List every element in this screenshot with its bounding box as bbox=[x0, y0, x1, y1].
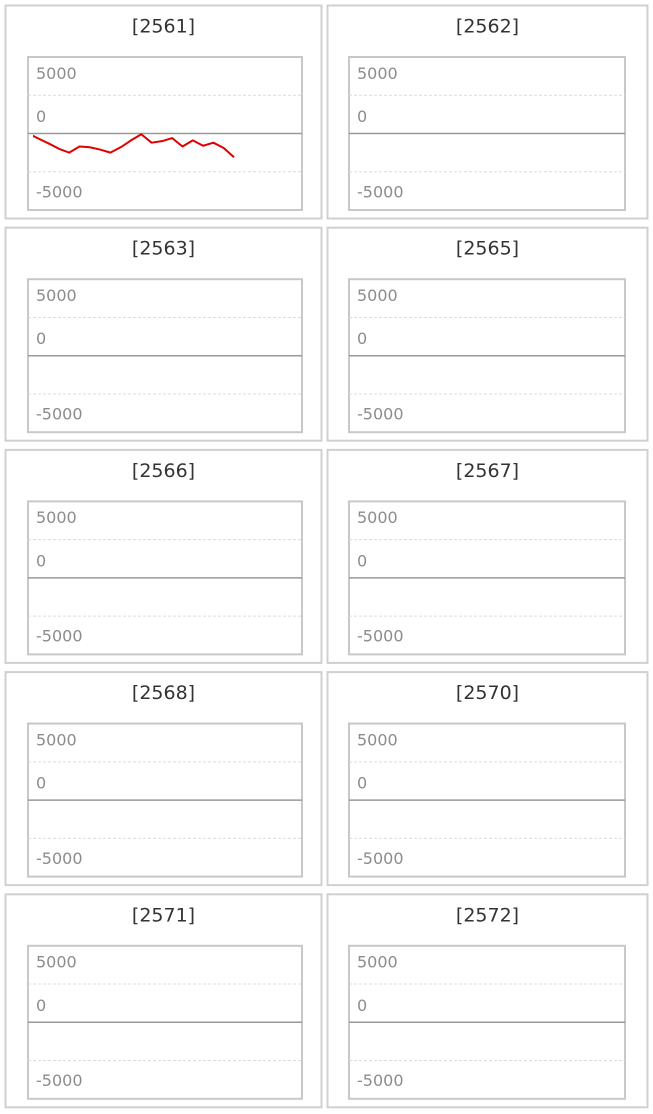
chart-panel: [2565] -5000 0 5000 bbox=[326, 226, 649, 442]
y-tick-label: 0 bbox=[36, 107, 46, 126]
y-tick-label: -5000 bbox=[36, 404, 83, 423]
chart-title: [2570] bbox=[456, 682, 519, 704]
y-tick-label: -5000 bbox=[36, 182, 83, 201]
chart-title: [2571] bbox=[132, 904, 195, 926]
chart-panel: [2571] -5000 0 5000 bbox=[4, 893, 323, 1109]
y-tick-label: -5000 bbox=[357, 1071, 404, 1090]
panel-border bbox=[4, 893, 323, 1109]
chart-title: [2562] bbox=[456, 16, 519, 38]
y-tick-label: 5000 bbox=[357, 64, 398, 83]
chart-panel: [2562] -5000 0 5000 bbox=[326, 4, 649, 220]
chart-panel: [2570] -5000 0 5000 bbox=[326, 671, 649, 887]
chart-title: [2567] bbox=[456, 460, 519, 482]
chart-title: [2563] bbox=[132, 238, 195, 260]
y-tick-label: -5000 bbox=[36, 1071, 83, 1090]
y-tick-label: 0 bbox=[36, 774, 46, 793]
chart-panel: [2566] -5000 0 5000 bbox=[4, 448, 323, 664]
chart-title: [2572] bbox=[456, 904, 519, 926]
y-tick-label: 5000 bbox=[36, 953, 77, 972]
panel-border bbox=[326, 893, 649, 1109]
y-tick-label: 5000 bbox=[36, 286, 77, 305]
chart-panel: [2567] -5000 0 5000 bbox=[326, 448, 649, 664]
y-tick-label: 5000 bbox=[357, 286, 398, 305]
panel-border bbox=[4, 448, 323, 664]
chart-panel: [2572] -5000 0 5000 bbox=[326, 893, 649, 1109]
panel-border bbox=[326, 448, 649, 664]
y-tick-label: 5000 bbox=[36, 508, 77, 527]
panel-border bbox=[4, 671, 323, 887]
chart-title: [2568] bbox=[132, 682, 195, 704]
series bbox=[33, 133, 235, 158]
y-tick-label: 5000 bbox=[36, 730, 77, 749]
y-tick-label: 0 bbox=[357, 107, 367, 126]
y-tick-label: 5000 bbox=[36, 64, 77, 83]
y-tick-label: -5000 bbox=[36, 627, 83, 646]
chart-title: [2565] bbox=[456, 238, 519, 260]
data-line bbox=[33, 133, 235, 158]
panel-border bbox=[326, 671, 649, 887]
y-tick-label: 0 bbox=[36, 551, 46, 570]
y-tick-label: 5000 bbox=[357, 508, 398, 527]
y-tick-label: -5000 bbox=[357, 182, 404, 201]
chart-panel: [2561] -5000 0 5000 bbox=[4, 4, 323, 220]
panel-border bbox=[4, 4, 323, 220]
chart-panel: [2568] -5000 0 5000 bbox=[4, 671, 323, 887]
y-tick-label: -5000 bbox=[36, 849, 83, 868]
chart-title: [2566] bbox=[132, 460, 195, 482]
panel-border bbox=[4, 226, 323, 442]
panel-border bbox=[326, 226, 649, 442]
y-tick-label: 0 bbox=[357, 329, 367, 348]
y-tick-label: 0 bbox=[357, 774, 367, 793]
y-tick-label: -5000 bbox=[357, 404, 404, 423]
y-tick-label: 0 bbox=[357, 996, 367, 1015]
y-tick-label: -5000 bbox=[357, 627, 404, 646]
y-tick-label: 0 bbox=[36, 996, 46, 1015]
y-tick-label: 0 bbox=[36, 329, 46, 348]
y-tick-label: 0 bbox=[357, 551, 367, 570]
chart-title: [2561] bbox=[132, 16, 195, 38]
y-tick-label: 5000 bbox=[357, 953, 398, 972]
y-tick-label: -5000 bbox=[357, 849, 404, 868]
chart-panel: [2563] -5000 0 5000 bbox=[4, 226, 323, 442]
y-tick-label: 5000 bbox=[357, 730, 398, 749]
panel-border bbox=[326, 4, 649, 220]
